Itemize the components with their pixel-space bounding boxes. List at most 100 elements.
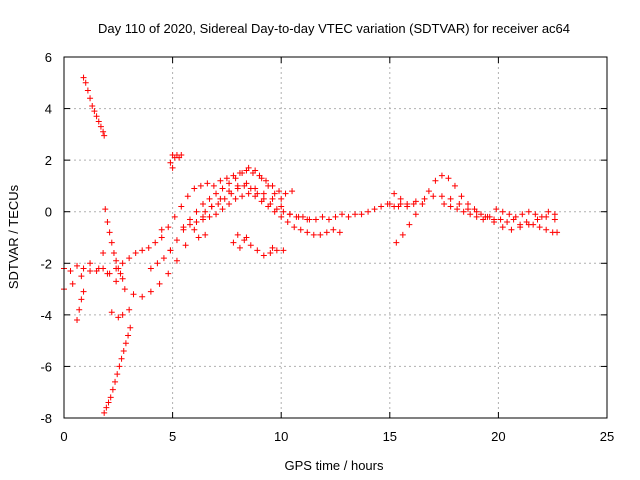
data-point [473,208,480,215]
x-axis-label: GPS time / hours [285,458,384,473]
data-point [421,195,428,202]
data-point [127,324,134,331]
y-axis-label: SDTVAR / TECUs [6,184,21,289]
data-point [119,311,126,318]
data-point [126,306,133,313]
data-point [293,213,300,220]
x-tick-labels: 0 5 10 15 20 25 [60,429,614,444]
data-point [69,280,76,287]
data-point [386,200,393,207]
data-point [173,237,180,244]
data-point [332,213,339,220]
data-point [226,200,233,207]
data-point [200,216,207,223]
data-point [217,177,224,184]
series-arc-2 [101,324,134,416]
data-point [120,347,127,354]
series-arc-9 [202,182,417,223]
data-point [113,265,120,272]
data-point [276,188,283,195]
data-point [258,175,265,182]
data-point [165,224,172,231]
data-point [101,132,108,139]
data-point [103,404,110,411]
data-point [239,193,246,200]
data-point [239,170,246,177]
data-point [108,239,115,246]
data-point [278,203,285,210]
data-point [306,216,313,223]
data-point [278,213,285,220]
data-point [286,211,293,218]
data-point [464,206,471,213]
data-point [473,213,480,220]
data-point [325,216,332,223]
plot-frame [63,56,608,419]
y-tick-labels: -8 -6 -4 -2 0 2 4 6 [40,50,52,426]
data-point [158,226,165,233]
data-point [122,340,129,347]
series-arc-11 [393,172,561,246]
data-point [543,226,550,233]
data-point [504,219,511,226]
data-point [104,270,111,277]
data-point [95,118,102,125]
data-point [202,208,209,215]
data-point [339,211,346,218]
data-point [551,216,558,223]
data-point [478,211,485,218]
data-point [525,208,532,215]
data-point [193,208,200,215]
data-point [232,175,239,182]
data-point [74,317,81,324]
data-point [312,216,319,223]
x-tick-label: 0 [60,429,67,444]
data-point [95,265,102,272]
data-point [267,200,274,207]
data-point [178,203,185,210]
y-tick-label: 2 [45,153,52,168]
data-point [352,211,359,218]
data-point [114,371,121,378]
x-tick-label: 20 [491,429,505,444]
data-point [358,211,365,218]
data-point [399,231,406,238]
data-point [165,270,172,277]
data-point [108,309,115,316]
chart-title: Day 110 of 2020, Sidereal Day-to-day VTE… [98,21,570,36]
data-point [282,190,289,197]
data-point [145,244,152,251]
data-point [430,193,437,200]
data-point [499,208,506,215]
data-point [232,195,239,202]
data-point [106,229,113,236]
data-point [280,247,287,254]
data-point [132,249,139,256]
data-point [204,180,211,187]
data-point [167,159,174,166]
data-point [82,79,89,86]
data-point [76,306,83,313]
data-point [269,244,276,251]
x-tick-label: 15 [383,429,397,444]
data-point [110,249,117,256]
data-point [271,190,278,197]
data-point [252,167,259,174]
data-point [219,185,226,192]
series-arc-6 [61,180,311,300]
data-point [554,229,561,236]
axis-ticks [63,56,608,419]
data-point [447,203,454,210]
y-tick-label: -4 [40,308,52,323]
data-point [197,182,204,189]
y-tick-label: -8 [40,411,52,426]
data-point [260,190,267,197]
data-point [186,216,193,223]
data-point [280,208,287,215]
series-arc-3 [102,206,126,282]
data-point [532,211,539,218]
data-point [126,255,133,262]
data-point [486,213,493,220]
data-point [107,394,114,401]
data-point [87,95,94,102]
